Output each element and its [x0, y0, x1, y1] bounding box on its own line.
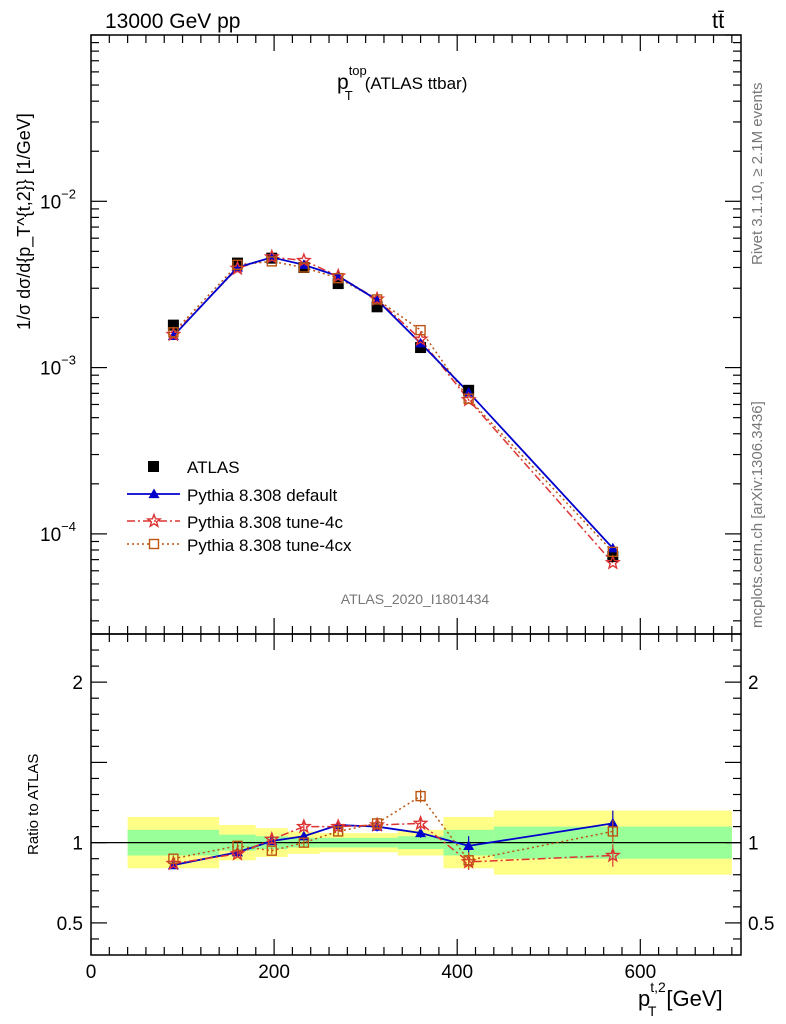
- ratio-point-open-square: [266, 845, 278, 856]
- legend-marker-tune4c: [145, 512, 163, 528]
- ratio-point-open-square: [463, 855, 474, 866]
- ratio-point-open-square: [332, 826, 344, 837]
- main-title: ptop T(ATLAS ttbar): [337, 63, 467, 103]
- ratio-point-star: [604, 846, 621, 863]
- x-tick-label: 600: [624, 962, 656, 983]
- data-point-star: [604, 554, 621, 570]
- ratio-point-star: [412, 814, 429, 831]
- main-y-ticks: [91, 34, 741, 622]
- ratio-y-tick-label-right: 0.5: [748, 914, 774, 935]
- x-tick-label: 200: [258, 962, 290, 983]
- legend-label-tune4c: Pythia 8.308 tune-4c: [187, 513, 343, 532]
- rivet-label: Rivet 3.1.10, ≥ 2.1M events: [749, 83, 766, 266]
- ratio-point-triangle: [415, 827, 427, 838]
- data-point-atlas: [167, 319, 179, 331]
- data-point-atlas: [371, 301, 383, 313]
- main-panel: 10−2 10−3 10−4: [40, 34, 742, 635]
- data-point-open-square: [168, 327, 179, 338]
- data-point-open-square: [607, 546, 619, 558]
- legend-label-tune4cx: Pythia 8.308 tune-4cx: [187, 536, 352, 555]
- y-tick-label: 10−3: [40, 353, 76, 380]
- ratio-y-tick-label-left: 2: [72, 673, 83, 694]
- legend: ATLAS Pythia 8.308 default Pythia 8.308 …: [127, 458, 352, 555]
- analysis-watermark: ATLAS_2020_I1801434: [341, 591, 490, 607]
- ratio-panel: 0 200 400 600 2 2 1 1 0.5 0.5: [57, 35, 774, 983]
- ratio-y-tick-label-left: 1: [72, 834, 83, 855]
- y-tick-label: 10−2: [40, 186, 76, 213]
- y-tick-label: 10−4: [40, 519, 76, 546]
- legend-entry-atlas: ATLAS: [148, 458, 240, 477]
- data-point-open-square: [371, 294, 383, 305]
- ratio-point-open-square: [298, 837, 310, 848]
- series-line-open-square: [172, 260, 614, 553]
- ratio-y-tick-label-left: 0.5: [57, 914, 83, 935]
- legend-entry-tune4cx: Pythia 8.308 tune-4cx: [127, 536, 352, 555]
- ratio-point-star: [295, 818, 312, 834]
- data-point-open-square: [332, 272, 344, 284]
- legend-marker-tune4cx: [148, 538, 160, 550]
- energy-label: 13000 GeV pp: [105, 10, 240, 33]
- process-label: tt̄: [712, 8, 724, 33]
- legend-marker-atlas: [148, 461, 159, 472]
- ratio-point-star: [229, 845, 246, 861]
- legend-label-atlas: ATLAS: [187, 458, 240, 477]
- ratio-y-tick-label-right: 2: [748, 673, 759, 694]
- data-point-open-square: [232, 259, 243, 271]
- ratio-y-tick-label-right: 1: [748, 834, 759, 855]
- x-ticks: [90, 35, 733, 955]
- x-axis-label: pt,2 T [GeV]: [638, 979, 723, 1019]
- data-point-open-square: [266, 256, 278, 267]
- legend-marker-default: [148, 488, 160, 499]
- mcplots-label: mcplots.cern.ch [arXiv:1306.3436]: [749, 401, 766, 628]
- data-point-atlas: [332, 278, 344, 290]
- ratio-line-star: [173, 822, 613, 865]
- data-point-atlas: [415, 342, 427, 354]
- main-ylabel: 1/σ dσ/d{p_T^{t,2}} [1/GeV]: [14, 113, 35, 330]
- ratio-point-star: [263, 830, 280, 847]
- data-point-open-square: [415, 324, 426, 336]
- ratio-series: [165, 789, 621, 871]
- legend-label-default: Pythia 8.308 default: [187, 486, 338, 505]
- data-point-star: [263, 248, 280, 264]
- ratio-point-triangle: [463, 840, 475, 850]
- x-tick-label: 0: [86, 962, 97, 983]
- ratio-point-open-square: [607, 826, 619, 837]
- data-point-open-square: [298, 262, 310, 273]
- legend-entry-default: Pythia 8.308 default: [127, 486, 338, 505]
- ratio-point-open-square: [415, 790, 426, 802]
- ratio-point-open-square: [232, 840, 243, 852]
- ratio-line-open-square: [173, 795, 613, 862]
- ratio-point-open-square: [371, 818, 383, 829]
- ratio-ylabel: Ratio to ATLAS: [25, 754, 42, 855]
- x-tick-label: 400: [441, 962, 473, 983]
- main-series: [165, 248, 621, 570]
- ratio-point-open-square: [168, 853, 179, 864]
- data-point-star: [412, 330, 429, 347]
- legend-entry-tune4c: Pythia 8.308 tune-4c: [127, 512, 343, 532]
- data-point-open-square: [463, 393, 474, 404]
